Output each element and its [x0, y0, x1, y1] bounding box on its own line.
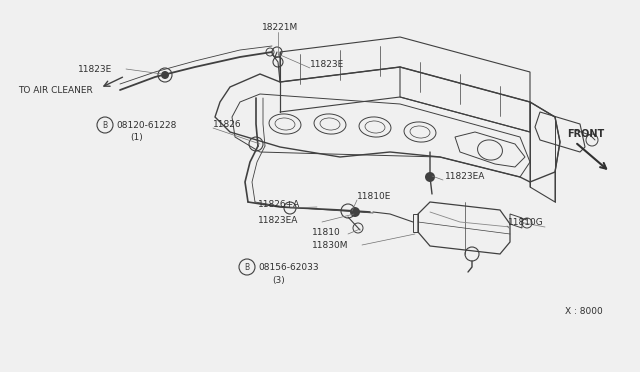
Circle shape — [425, 172, 435, 182]
Text: 08156-62033: 08156-62033 — [258, 263, 319, 272]
Text: TO AIR CLEANER: TO AIR CLEANER — [18, 86, 93, 94]
Text: 11810: 11810 — [312, 228, 340, 237]
Text: B: B — [102, 121, 108, 129]
Text: 11830M: 11830M — [312, 241, 349, 250]
Text: 08120-61228: 08120-61228 — [116, 121, 177, 129]
Text: (1): (1) — [130, 132, 143, 141]
Text: 11810E: 11810E — [357, 192, 392, 201]
Circle shape — [161, 71, 169, 79]
Text: 11826+A: 11826+A — [258, 199, 300, 208]
Text: 11810G: 11810G — [508, 218, 544, 227]
Text: 11823EA: 11823EA — [445, 171, 485, 180]
Text: FRONT: FRONT — [567, 129, 604, 139]
Text: X : 8000: X : 8000 — [565, 308, 603, 317]
Text: 11823EA: 11823EA — [258, 215, 298, 224]
Text: 11823E: 11823E — [310, 60, 344, 68]
Circle shape — [350, 207, 360, 217]
Text: 18221M: 18221M — [262, 22, 298, 32]
Text: B: B — [244, 263, 250, 272]
Text: 11826: 11826 — [213, 119, 242, 128]
Text: (3): (3) — [272, 276, 285, 285]
Text: 11823E: 11823E — [78, 64, 112, 74]
